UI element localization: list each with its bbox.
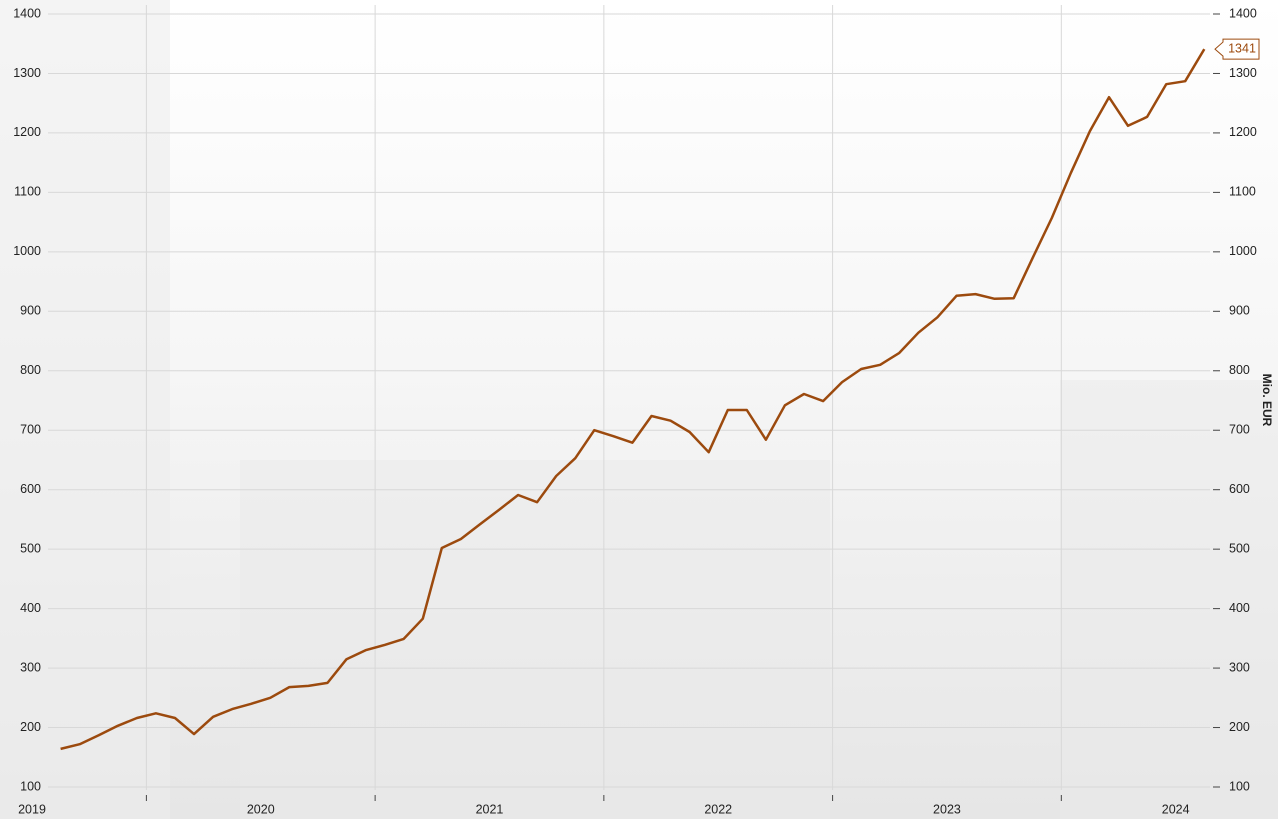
y2-tick-label: 1300 (1229, 66, 1257, 80)
background-tower (0, 0, 170, 819)
x-tick-label: 2024 (1162, 802, 1190, 816)
y-tick-label: 200 (20, 720, 41, 734)
y2-tick-label: 100 (1229, 779, 1250, 793)
y2-tick-label: 400 (1229, 601, 1250, 615)
y-tick-label: 800 (20, 363, 41, 377)
x-tick-label: 2020 (247, 802, 275, 816)
background-building (240, 460, 830, 819)
y-tick-label: 1100 (14, 185, 41, 199)
y-tick-label: 100 (20, 779, 41, 793)
value-label: 1341 (1228, 41, 1256, 55)
y-tick-label: 700 (20, 423, 41, 437)
y2-tick-label: 600 (1229, 482, 1250, 496)
y2-tick-label: 1000 (1229, 244, 1257, 258)
y2-tick-label: 200 (1229, 720, 1250, 734)
background-building (1060, 380, 1278, 819)
y2-tick-label: 1100 (1229, 185, 1256, 199)
x-tick-label: 2023 (933, 802, 961, 816)
y2-tick-label: 900 (1229, 304, 1250, 318)
page: Mio. EUR 100 200 300 400 500 600 700 800 900 1000… (0, 0, 1278, 819)
x-tick-label: 2021 (476, 802, 504, 816)
y-tick-label: 300 (20, 660, 41, 674)
y-tick-label: 400 (20, 601, 41, 615)
chart: Mio. EUR 100 200 300 400 500 600 700 800 900 1000… (0, 0, 1278, 819)
y-tick-label: 900 (20, 304, 41, 318)
y2-tick-label: 1400 (1229, 6, 1257, 20)
y-tick-label: 1400 (13, 6, 41, 20)
y-tick-label: 1300 (13, 66, 41, 80)
y2-tick-label: 700 (1229, 423, 1250, 437)
y2-tick-label: 300 (1229, 660, 1250, 674)
y-tick-label: 1200 (13, 125, 41, 139)
y-tick-label: 1000 (13, 244, 41, 258)
y2-tick-label: 500 (1229, 541, 1250, 555)
y-tick-label: 600 (20, 482, 41, 496)
y-tick-label: 500 (20, 541, 41, 555)
y2-tick-label: 800 (1229, 363, 1250, 377)
x-tick-label: 2019 (18, 802, 46, 816)
y2-tick-label: 1200 (1229, 125, 1257, 139)
y2-axis-label: Mio. EUR (1260, 374, 1274, 427)
x-tick-label: 2022 (704, 802, 732, 816)
